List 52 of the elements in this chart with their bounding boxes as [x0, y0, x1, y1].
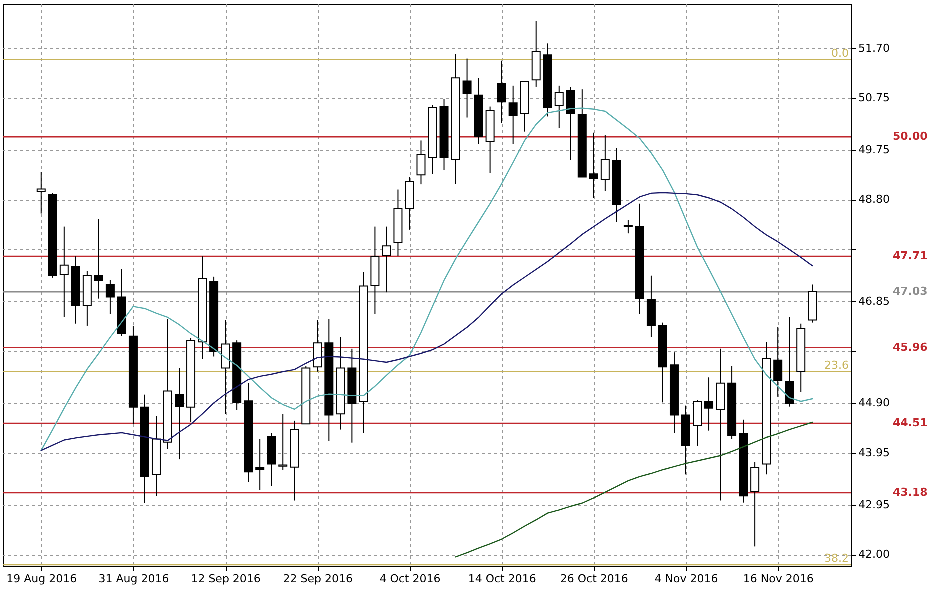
candlestick	[60, 226, 69, 318]
x-tick-label: 12 Sep 2016	[191, 572, 261, 586]
annotation: 0.0	[832, 46, 849, 60]
y-tick-label: 44.90	[858, 396, 890, 410]
x-tick-label: 22 Sep 2016	[283, 572, 354, 586]
y-tick-label: 48.80	[858, 193, 890, 206]
candlestick	[566, 86, 576, 161]
candlestick	[256, 438, 265, 491]
line-series	[40, 108, 814, 452]
candlestick	[785, 316, 794, 408]
candlestick	[106, 280, 115, 315]
ref-line-label: 47.71	[893, 250, 928, 263]
y-tick-label: 49.75	[858, 144, 890, 157]
ref-line-label: 47.03	[893, 285, 928, 298]
candlestick	[416, 140, 426, 186]
candlestick	[175, 368, 184, 460]
ref-line-label: 43.18	[893, 486, 928, 499]
y-tick-label: 51.70	[858, 42, 890, 55]
candlestick	[624, 220, 633, 234]
x-tick-label: 4 Oct 2016	[380, 572, 441, 586]
x-tick-label: 16 Nov 2016	[743, 572, 814, 586]
line-series	[455, 422, 814, 558]
y-tick-label: 46.85	[858, 294, 890, 308]
annotation: 23.6	[824, 358, 849, 372]
candlestick	[278, 414, 288, 470]
x-tick-label: 31 Aug 2016	[98, 572, 170, 586]
line-series	[40, 192, 814, 452]
candlestick	[589, 132, 598, 199]
x-tick-label: 14 Oct 2016	[468, 572, 536, 586]
ref-line-label: 45.96	[893, 340, 928, 354]
ref-line-label: 44.51	[893, 416, 928, 430]
annotation: 38.2	[824, 552, 849, 565]
y-tick-label: 42.95	[858, 498, 890, 512]
candlestick	[94, 219, 104, 300]
candlestick	[382, 226, 392, 294]
candlestick	[750, 462, 760, 548]
candlestick	[508, 85, 518, 145]
candlestick	[600, 135, 610, 192]
y-tick-label: 43.95	[858, 446, 890, 460]
y-tick-label: 42.00	[858, 548, 890, 562]
x-tick-label: 4 Nov 2016	[654, 572, 718, 586]
candlestick	[36, 172, 46, 214]
x-tick-label: 19 Aug 2016	[6, 572, 78, 586]
x-tick-label: 26 Oct 2016	[560, 572, 628, 586]
candlestick	[313, 320, 322, 372]
ref-line-label: 50.00	[893, 130, 928, 144]
y-tick-label: 50.75	[858, 91, 890, 104]
candlestick	[554, 85, 564, 129]
candlestick	[774, 326, 783, 398]
candlestick	[462, 58, 472, 118]
candlestick	[497, 60, 506, 124]
candlestick	[704, 377, 714, 432]
